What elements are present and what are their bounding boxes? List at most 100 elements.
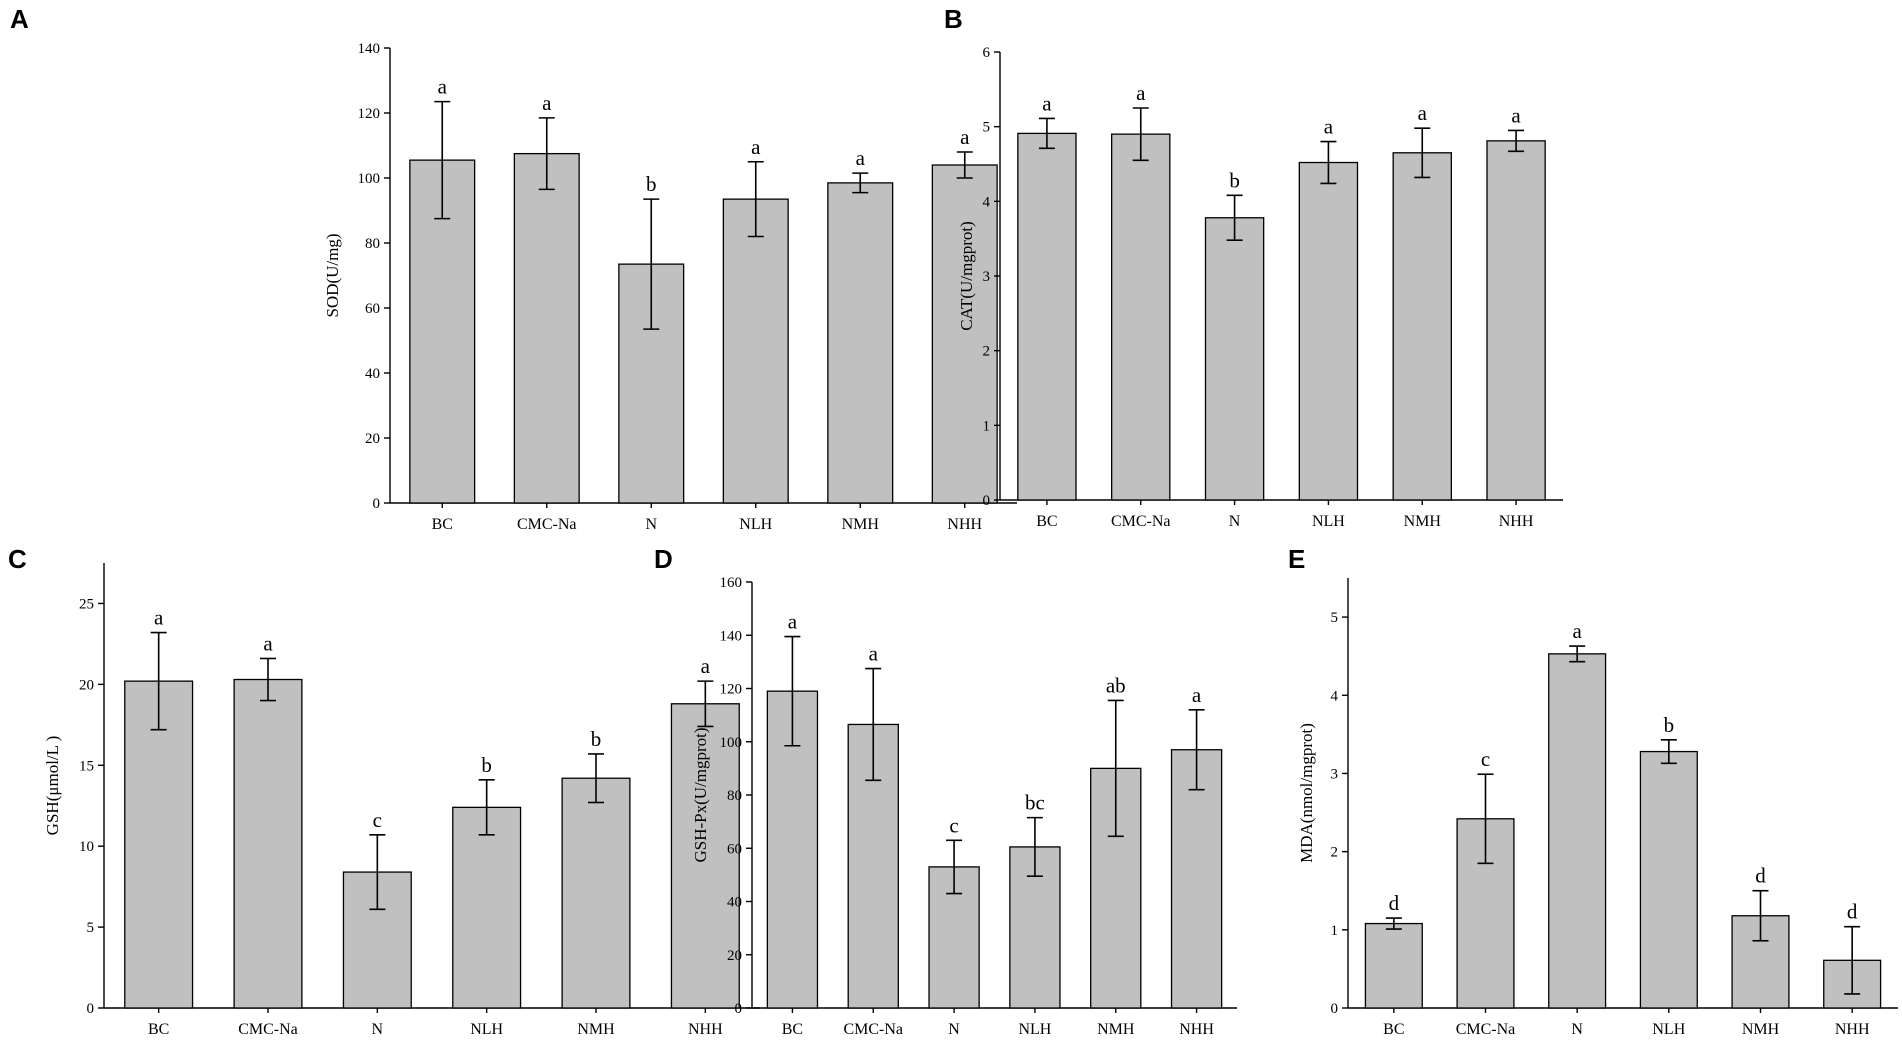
y-tick-label: 160 — [720, 575, 743, 591]
significance-label: c — [949, 813, 958, 837]
y-tick-label: 10 — [79, 839, 94, 855]
significance-label: a — [1136, 81, 1146, 105]
bar — [1392, 152, 1452, 501]
significance-label: a — [869, 642, 879, 666]
significance-label: ab — [1106, 673, 1126, 697]
panel-letter: A — [10, 4, 29, 34]
panel-letter: D — [654, 544, 673, 574]
significance-label: d — [1755, 864, 1766, 888]
category-label: BC — [148, 1021, 169, 1038]
category-label: BC — [1036, 513, 1057, 530]
y-tick-label: 5 — [87, 920, 95, 936]
significance-label: a — [154, 606, 164, 630]
bar — [233, 678, 303, 1009]
significance-label: a — [1324, 115, 1334, 139]
y-axis-label: GSH(μmol/L ) — [43, 736, 62, 836]
y-tick-label: 120 — [358, 106, 381, 122]
y-tick-label: 3 — [983, 269, 991, 285]
category-label: N — [948, 1021, 960, 1038]
y-axis-label: MDA(nmol/mgprot) — [1297, 723, 1316, 863]
category-label: CMC-Na — [517, 516, 577, 533]
significance-label: b — [481, 753, 492, 777]
y-tick-label: 40 — [727, 895, 742, 911]
bar — [1364, 922, 1423, 1009]
panel-letter: C — [8, 544, 27, 574]
category-label: NLH — [1312, 513, 1345, 530]
significance-label: bc — [1025, 791, 1045, 815]
panel-a: A020406080100120140SOD(U/mg)aBCaCMC-NabN… — [10, 4, 1017, 533]
significance-label: c — [1481, 747, 1490, 771]
significance-label: a — [960, 125, 970, 149]
bar — [827, 182, 894, 504]
panel-d: D 0 20 40 60 80 100 120 140 160 GSH-Px(U/mgprot) a B… — [654, 544, 1237, 1038]
category-label: BC — [432, 516, 453, 533]
y-tick-label: 5 — [1331, 610, 1339, 626]
significance-label: a — [1192, 683, 1202, 707]
y-axis-label: SOD(U/mg) — [323, 233, 342, 317]
significance-label: a — [1511, 103, 1521, 127]
y-tick-label: 15 — [79, 758, 94, 774]
y-tick-label: 40 — [365, 366, 380, 382]
significance-label: a — [1573, 619, 1583, 643]
bar — [561, 777, 631, 1009]
bar — [1548, 653, 1607, 1009]
y-tick-label: 1 — [1331, 923, 1339, 939]
y-tick-label: 4 — [983, 194, 991, 210]
category-label: CMC-Na — [238, 1021, 298, 1038]
bar — [1204, 217, 1265, 501]
significance-label: b — [1664, 713, 1675, 737]
y-tick-label: 100 — [358, 171, 381, 187]
panel-b: B 0 1 2 3 4 5 6 CAT(U/mgprot) a BC a CMC-Na b Na NLH a NM… — [944, 4, 1563, 530]
y-tick-label: 120 — [720, 682, 743, 698]
y-tick-label: 100 — [720, 735, 743, 751]
y-tick-label: 2 — [983, 344, 991, 360]
category-label: N — [1229, 513, 1241, 530]
y-tick-label: 0 — [87, 1001, 95, 1017]
significance-label: b — [591, 727, 602, 751]
category-label: BC — [782, 1021, 803, 1038]
significance-label: c — [373, 808, 382, 832]
category-label: NLH — [1652, 1021, 1685, 1038]
panel-c: C 0 5 10 15 20 25 GSH(μmol/L ) a BC a CMC-Na c Nb NLH b… — [8, 544, 760, 1038]
category-label: NHH — [1835, 1021, 1870, 1038]
significance-label: a — [1042, 91, 1052, 115]
y-tick-label: 80 — [365, 236, 380, 252]
category-label: NLH — [1018, 1021, 1051, 1038]
significance-label: a — [542, 91, 552, 115]
bar — [452, 806, 522, 1009]
y-tick-label: 25 — [79, 596, 94, 612]
panel-letter: E — [1288, 544, 1305, 574]
significance-label: a — [1418, 101, 1428, 125]
category-label: NHH — [688, 1021, 723, 1038]
y-tick-label: 20 — [727, 948, 742, 964]
panel-letter: B — [944, 4, 963, 34]
significance-label: a — [856, 146, 866, 170]
y-tick-label: 0 — [373, 496, 381, 512]
category-label: NLH — [470, 1021, 503, 1038]
category-label: NMH — [842, 516, 880, 533]
y-tick-label: 140 — [358, 41, 381, 57]
y-tick-label: 1 — [983, 418, 991, 434]
bar — [722, 198, 789, 504]
bar — [1111, 133, 1171, 501]
bar — [931, 164, 998, 504]
significance-label: d — [1847, 900, 1858, 924]
significance-label: a — [438, 75, 448, 99]
y-tick-label: 80 — [727, 788, 742, 804]
bar — [513, 152, 580, 504]
y-tick-label: 6 — [983, 45, 991, 61]
panel-e: E 0 1 2 3 4 5 MDA(nmol/mgprot) d BC c CMC-Na a Nb NLH d… — [1288, 544, 1898, 1038]
category-label: NMH — [1097, 1021, 1135, 1038]
bar — [670, 703, 740, 1009]
y-tick-label: 4 — [1331, 688, 1339, 704]
y-tick-label: 3 — [1331, 766, 1339, 782]
bar — [1639, 750, 1698, 1009]
y-tick-label: 5 — [983, 120, 991, 136]
y-tick-label: 140 — [720, 628, 743, 644]
category-label: CMC-Na — [1456, 1021, 1516, 1038]
category-label: CMC-Na — [843, 1021, 903, 1038]
category-label: NHH — [1499, 513, 1534, 530]
significance-label: a — [788, 610, 798, 634]
y-axis-label: CAT(U/mgprot) — [957, 221, 976, 331]
